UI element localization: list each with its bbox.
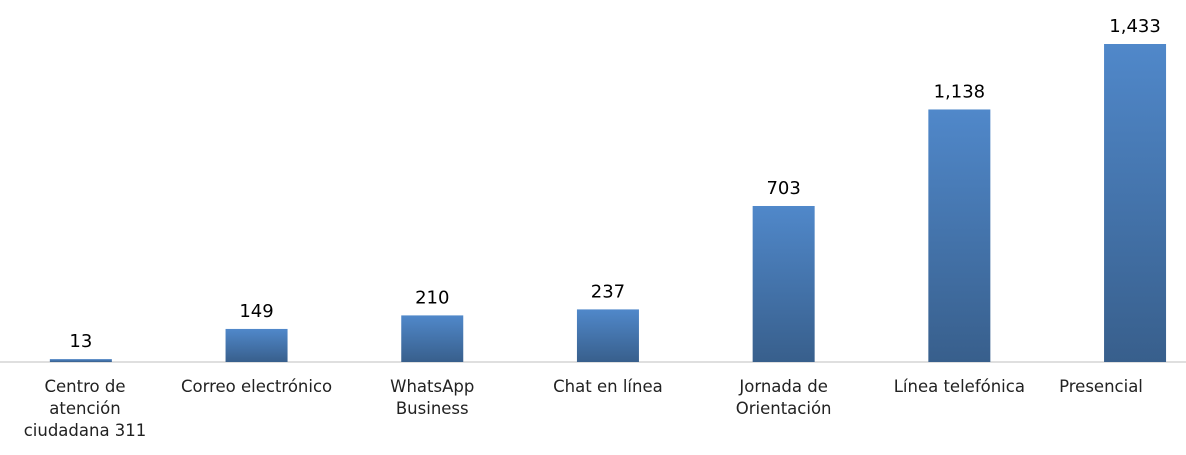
x-tick-label: WhatsApp Business <box>390 377 475 418</box>
bar <box>576 309 639 362</box>
bar <box>928 109 991 363</box>
data-label: 703 <box>766 178 800 199</box>
data-label: 237 <box>591 281 625 302</box>
x-tick-label: Chat en línea <box>553 377 663 396</box>
data-label: 1,138 <box>934 81 986 102</box>
x-tick-label: Línea telefónica <box>893 377 1025 396</box>
x-tick-label: Centro de atención ciudadana 311 <box>23 377 147 440</box>
x-tick-label: Presencial <box>1059 377 1143 396</box>
bar <box>225 328 288 362</box>
x-tick-label: Jornada de Orientación <box>735 377 832 418</box>
data-label: 210 <box>415 287 449 308</box>
x-tick-label: Correo electrónico <box>180 377 333 396</box>
data-label: 13 <box>69 331 92 352</box>
bar <box>1104 44 1167 362</box>
data-label: 149 <box>239 301 273 322</box>
bar <box>49 359 112 362</box>
bar <box>401 315 464 362</box>
bar <box>752 205 815 362</box>
data-label: 1,433 <box>1109 16 1161 37</box>
